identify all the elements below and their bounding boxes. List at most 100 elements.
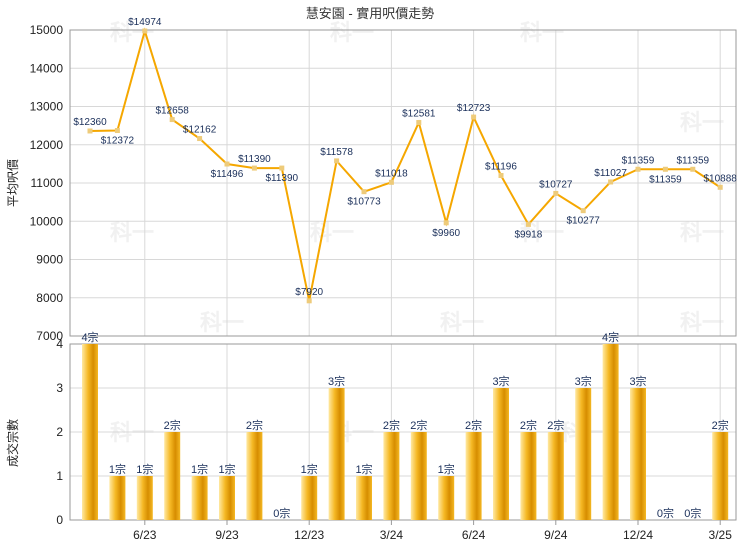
price-data-label: $11359 <box>622 155 655 166</box>
price-data-label: $11578 <box>320 147 353 158</box>
watermark-text: 科一 <box>520 20 564 45</box>
watermark-text: 科一 <box>680 310 724 335</box>
volume-data-label: 2宗 <box>164 418 181 432</box>
volume-data-label: 0宗 <box>273 506 290 520</box>
volume-bar <box>82 344 98 520</box>
price-point <box>608 179 614 185</box>
volume-bar <box>356 476 372 520</box>
volume-bar <box>301 476 318 520</box>
price-data-label: $11390 <box>265 173 298 184</box>
price-y-tick-label: 13000 <box>30 100 64 114</box>
x-tick-label: 6/24 <box>462 528 486 542</box>
x-tick-label: 6/23 <box>133 528 157 542</box>
volume-bar <box>328 388 345 520</box>
price-chart-grid <box>70 29 736 337</box>
price-chart-frame <box>69 29 737 337</box>
watermark-text: 科一 <box>200 310 244 335</box>
price-y-tick-label: 14000 <box>30 61 64 75</box>
volume-bar <box>219 476 235 520</box>
price-point <box>635 166 641 172</box>
price-point <box>471 114 477 120</box>
volume-bar <box>465 432 482 520</box>
price-y-tick-label: 15000 <box>30 23 64 37</box>
price-y-tick-label: 10000 <box>30 214 64 228</box>
price-data-label: $14974 <box>128 17 162 28</box>
volume-data-label: 1宗 <box>136 462 153 476</box>
watermark-text: 科一 <box>680 220 724 245</box>
price-data-label: $11027 <box>594 168 627 179</box>
volume-bar <box>246 432 263 520</box>
volume-bar <box>712 432 729 520</box>
volume-bars <box>82 344 729 520</box>
volume-y-axis: 0 1 2 3 4 <box>56 337 63 527</box>
volume-data-label: 3宗 <box>328 374 345 388</box>
price-point <box>142 28 148 34</box>
volume-data-label: 3宗 <box>575 374 592 388</box>
volume-data-label: 2宗 <box>465 418 482 432</box>
price-point <box>553 190 559 196</box>
volume-chart-frame <box>69 343 737 521</box>
volume-data-label: 1宗 <box>301 462 318 476</box>
volume-bar <box>164 432 181 520</box>
price-point <box>197 136 203 142</box>
volume-bar <box>410 432 427 520</box>
price-data-label: $11359 <box>649 174 682 185</box>
volume-data-label: 2宗 <box>712 418 729 432</box>
price-point <box>169 117 175 123</box>
price-data-labels: $12360 $12372 $14974 $12658 $12162 $11496 $113… <box>73 17 737 298</box>
price-y-tick-label: 11000 <box>31 176 64 190</box>
volume-data-label: 1宗 <box>109 462 126 476</box>
price-point <box>717 184 723 190</box>
x-tick-label: 3/25 <box>709 528 733 542</box>
price-data-label: $11359 <box>676 155 709 166</box>
volume-bar <box>493 388 509 520</box>
volume-y-tick-label: 3 <box>56 381 63 395</box>
price-data-label: $12372 <box>101 136 135 147</box>
volume-bar <box>630 388 646 520</box>
price-data-label: $12162 <box>183 125 217 136</box>
volume-data-label: 1宗 <box>355 462 372 476</box>
price-y-tick-label: 12000 <box>30 138 64 152</box>
volume-data-label: 1宗 <box>191 462 208 476</box>
volume-data-label: 1宗 <box>438 462 455 476</box>
price-data-label: $10773 <box>347 197 381 208</box>
volume-bar <box>109 476 126 520</box>
volume-bar <box>383 432 400 520</box>
price-point <box>251 165 257 171</box>
price-data-label: $11496 <box>211 169 244 180</box>
price-point <box>114 128 120 134</box>
price-data-label: $10727 <box>539 179 573 190</box>
volume-y-tick-label: 0 <box>56 513 63 527</box>
volume-data-labels: 4宗 1宗 1宗 2宗 1宗 1宗 2宗 0宗 1宗 3宗 1宗 2宗 2宗 1宗 2宗 3宗 2宗 2宗 3宗 4宗… <box>81 330 728 520</box>
price-data-label: $12723 <box>457 103 491 114</box>
price-point <box>525 221 531 227</box>
price-point <box>279 165 285 171</box>
x-tick-label: 12/23 <box>294 528 324 542</box>
volume-bar <box>602 344 619 520</box>
volume-bar <box>575 388 592 520</box>
chart-title: 慧安園 - 實用呎價走勢 <box>306 6 435 21</box>
price-y-tick-label: 7000 <box>36 329 63 343</box>
volume-data-label: 2宗 <box>410 418 427 432</box>
price-point <box>690 166 696 172</box>
volume-bar <box>520 432 537 520</box>
volume-data-label: 2宗 <box>383 418 400 432</box>
volume-bar <box>191 476 208 520</box>
volume-bar <box>438 476 455 520</box>
price-point <box>498 173 504 179</box>
price-data-label: $11018 <box>375 168 408 179</box>
price-data-label: $11390 <box>238 154 271 165</box>
price-data-label: $12658 <box>156 106 190 117</box>
volume-y-tick-label: 2 <box>56 425 63 439</box>
price-data-label: $10277 <box>567 216 601 227</box>
volume-data-label: 2宗 <box>246 418 263 432</box>
volume-data-label: 3宗 <box>492 374 509 388</box>
price-point <box>87 128 93 134</box>
price-data-label: $7920 <box>295 287 323 298</box>
price-y-axis: 7000 8000 9000 10000 11000 12000 13000 14000 150… <box>30 23 64 343</box>
price-point <box>662 166 668 172</box>
volume-data-label: 1宗 <box>218 462 235 476</box>
price-point <box>361 189 367 195</box>
price-point <box>416 120 422 126</box>
